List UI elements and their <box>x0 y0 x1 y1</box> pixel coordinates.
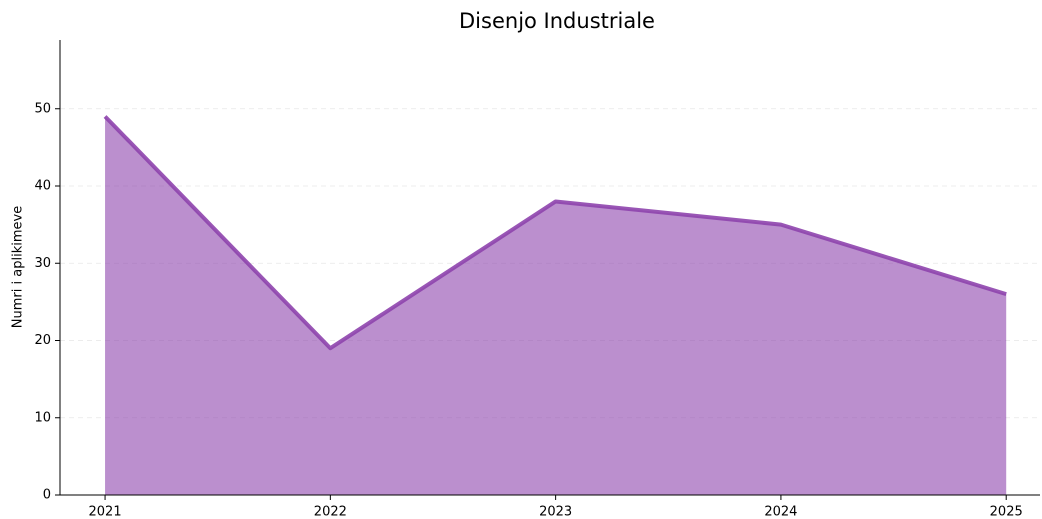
chart-title: Disenjo Industriale <box>459 9 655 33</box>
x-tick-label: 2023 <box>539 505 572 519</box>
area <box>105 116 1007 495</box>
y-tick-label: 0 <box>43 488 51 503</box>
x-tick-label: 2022 <box>314 505 347 519</box>
x-tick-label: 2025 <box>990 505 1023 519</box>
x-tick-label: 2024 <box>764 505 797 519</box>
y-tick-label: 40 <box>34 179 51 194</box>
y-axis-label: Numri i aplikimeve <box>11 206 26 328</box>
x-tick-label: 2021 <box>89 505 122 519</box>
line <box>103 115 1007 351</box>
y-tick-label: 50 <box>34 101 51 116</box>
y-tick-label: 30 <box>34 256 51 271</box>
y-tick-label: 10 <box>34 410 51 425</box>
y-tick-label: 20 <box>34 333 51 348</box>
